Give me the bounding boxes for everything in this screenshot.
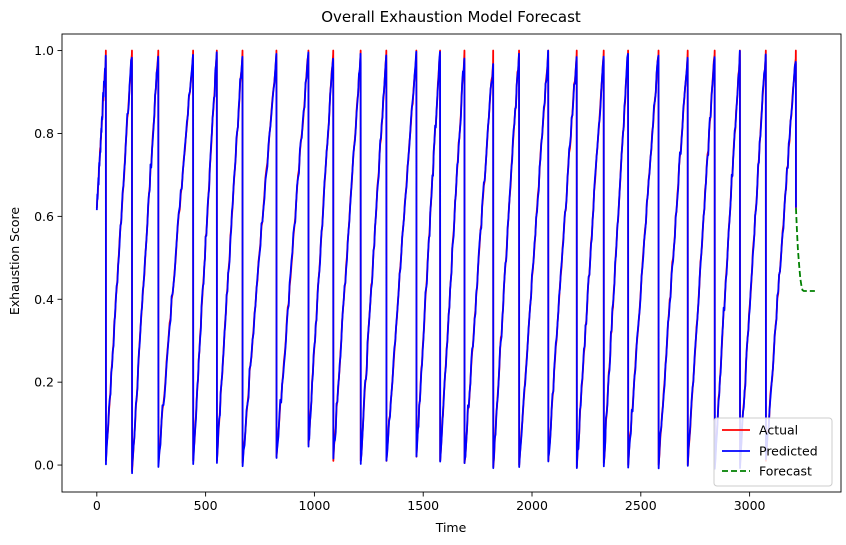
series-forecast-line xyxy=(795,208,815,292)
legend-label-predicted: Predicted xyxy=(759,444,818,459)
x-tick-label: 0 xyxy=(93,498,101,513)
legend-label-forecast: Forecast xyxy=(759,464,812,479)
x-tick-label: 3000 xyxy=(734,498,766,513)
legend-label-actual: Actual xyxy=(759,423,798,438)
series-predicted-line xyxy=(95,49,797,475)
chart-title: Overall Exhaustion Model Forecast xyxy=(321,8,581,26)
y-tick-label: 0.2 xyxy=(34,375,54,390)
x-tick-label: 2500 xyxy=(625,498,657,513)
x-axis-title: Time xyxy=(435,520,467,535)
x-tick-label: 500 xyxy=(194,498,218,513)
legend: Actual Predicted Forecast xyxy=(713,417,833,487)
x-tick-label: 1500 xyxy=(407,498,439,513)
x-tick-label: 2000 xyxy=(516,498,548,513)
y-tick-label: 0.6 xyxy=(34,209,54,224)
y-tick-label: 0.4 xyxy=(34,292,54,307)
y-tick-label: 0.8 xyxy=(34,126,54,141)
y-tick-label: 0.0 xyxy=(34,458,54,473)
axes-frame xyxy=(61,33,842,493)
plot-area xyxy=(95,49,815,475)
x-tick-label: 1000 xyxy=(299,498,331,513)
legend-frame xyxy=(713,417,833,487)
axes: 0 500 1000 1500 2000 2500 3000 0.0 0.2 0.4 0.6 0.8 1… xyxy=(34,33,842,513)
y-axis-title: Exhaustion Score xyxy=(7,207,22,316)
y-tick-label: 1.0 xyxy=(34,43,54,58)
